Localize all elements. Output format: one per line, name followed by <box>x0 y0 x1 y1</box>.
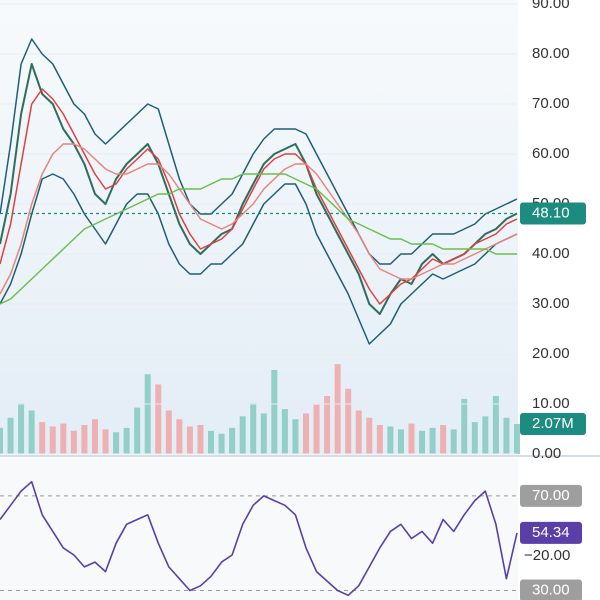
volume-bar <box>313 404 320 454</box>
volume-bar <box>429 427 436 454</box>
volume-bar <box>102 429 109 454</box>
volume-bar <box>28 410 35 454</box>
rsi-last-tag <box>520 521 582 544</box>
last-price-tag <box>520 202 586 225</box>
volume-bar <box>302 413 309 454</box>
volume-bar <box>70 430 77 454</box>
volume-bar <box>7 417 14 454</box>
rsi-line <box>0 480 518 597</box>
volume-bar <box>39 422 46 454</box>
rsi-axis-label: −20.00 <box>524 547 570 564</box>
line-ma-mid <box>0 143 518 295</box>
volume-bar <box>165 410 172 454</box>
volume-bar <box>376 425 383 454</box>
y-tick-label: 90.00 <box>532 0 570 12</box>
volume-bar <box>366 417 373 454</box>
volume-bar <box>0 427 3 454</box>
y-tick-label: 10.00 <box>532 395 570 412</box>
volume-bar <box>419 430 426 454</box>
volume-bar <box>134 407 141 454</box>
rsi-level-label: 70.00 <box>532 487 570 504</box>
volume-bar <box>461 398 468 454</box>
line-bb-upper <box>0 38 518 265</box>
volume-bar <box>91 419 98 454</box>
rsi-level-label: 30.00 <box>532 582 570 599</box>
volume-bar <box>408 423 415 454</box>
volume-bar <box>503 417 510 454</box>
volume-bar <box>281 409 288 454</box>
price-pane <box>0 0 518 454</box>
volume-bar <box>218 433 225 454</box>
volume-bar <box>18 403 25 454</box>
volume-bar <box>514 424 520 454</box>
volume-bar <box>450 429 457 454</box>
volume-bar <box>155 384 162 454</box>
volume-bar <box>271 369 278 454</box>
volume-bar <box>345 388 352 454</box>
rsi-level-tag <box>520 579 582 600</box>
volume-bar <box>334 364 341 454</box>
volume-bar <box>239 416 246 454</box>
volume-label: 2.07M <box>532 415 574 432</box>
volume-bar <box>492 396 499 454</box>
volume-bar <box>208 430 215 454</box>
volume-bar <box>81 425 88 454</box>
volume-bar <box>229 427 236 454</box>
last-price-label: 48.10 <box>532 204 570 221</box>
volume-bar <box>387 426 394 454</box>
y-tick-label: 40.00 <box>532 245 570 262</box>
volume-bar <box>60 423 67 454</box>
y-tick-label: 30.00 <box>532 295 570 312</box>
volume-bar <box>250 403 257 454</box>
volume-bar <box>260 413 267 454</box>
volume-bar <box>397 429 404 454</box>
volume-bar <box>49 426 56 454</box>
volume-bar <box>113 432 120 454</box>
volume-bar <box>324 396 331 454</box>
y-tick-label: 20.00 <box>532 345 570 362</box>
y-tick-label: 80.00 <box>532 45 570 62</box>
y-tick-label: 0.00 <box>532 445 561 462</box>
volume-bar <box>186 426 193 454</box>
line-ma-fast <box>0 88 518 305</box>
line-ma-slow <box>0 173 517 305</box>
rsi-last-label: 54.34 <box>532 524 570 541</box>
y-tick-label: 60.00 <box>532 145 570 162</box>
y-tick-label: 70.00 <box>532 95 570 112</box>
volume-bar <box>123 427 130 454</box>
volume-bar <box>440 425 447 454</box>
volume-bar <box>482 416 489 454</box>
volume-bar <box>471 422 478 454</box>
volume-bar <box>355 410 362 454</box>
volume-bar <box>197 425 204 454</box>
volume-tag <box>520 413 586 435</box>
volume-bar <box>144 374 151 454</box>
rsi-level-tag <box>520 484 582 507</box>
volume-bar <box>176 419 183 454</box>
volume-bar <box>292 419 299 454</box>
rsi-pane <box>0 458 518 600</box>
